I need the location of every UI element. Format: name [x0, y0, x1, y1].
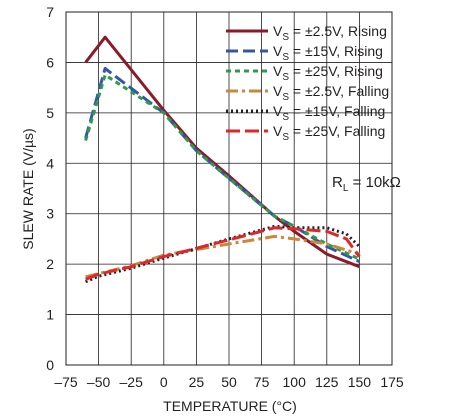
- series-line: [85, 224, 361, 284]
- legend-label: VS = ±15V, Falling: [273, 103, 385, 123]
- x-tick-label: –50: [87, 374, 111, 390]
- y-tick-label: 7: [46, 4, 54, 20]
- x-tick-label: 25: [189, 374, 205, 390]
- x-axis-title: TEMPERATURE (°C): [163, 398, 297, 414]
- series-lines: [84, 35, 361, 284]
- legend-label: VS = ±25V, Rising: [273, 63, 383, 83]
- legend-label: VS = ±2.5V, Falling: [273, 83, 389, 103]
- load-resistance-annotation: RL = 10kΩ: [332, 174, 401, 194]
- y-tick-label: 5: [46, 105, 54, 121]
- x-tick-label: 75: [254, 374, 270, 390]
- y-tick-label: 4: [46, 155, 54, 171]
- x-tick-label: 50: [221, 374, 237, 390]
- x-tick-label: –75: [54, 374, 78, 390]
- series-line: [84, 73, 361, 261]
- plot-border: [65, 11, 393, 366]
- y-axis-title: SLEW RATE (V/µs): [20, 128, 36, 249]
- y-tick-label: 6: [46, 54, 54, 70]
- series-line: [84, 35, 360, 269]
- x-tick-label: –25: [120, 374, 144, 390]
- annotation-suffix: = 10kΩ: [348, 174, 401, 191]
- gridlines: [66, 12, 392, 365]
- y-tick-label: 0: [46, 357, 54, 373]
- x-tick-label: 100: [283, 374, 307, 390]
- x-tick-label: 150: [348, 374, 372, 390]
- y-tick-label: 3: [46, 206, 54, 222]
- y-tick-label: 1: [46, 307, 54, 323]
- legend-label: VS = ±25V, Falling: [273, 123, 385, 143]
- legend-label: VS = ±2.5V, Rising: [273, 23, 387, 43]
- annotation-subscript: L: [343, 183, 349, 194]
- series-line: [85, 226, 361, 281]
- annotation-prefix: R: [332, 174, 343, 191]
- x-tick-label: 175: [380, 374, 404, 390]
- series-line: [85, 234, 360, 279]
- x-tick-label: 125: [315, 374, 339, 390]
- y-tick-label: 2: [46, 256, 54, 272]
- x-tick-labels: –75 –50 –25 0 25 50 75 100 125 150 175: [54, 374, 404, 390]
- y-tick-labels: 0 1 2 3 4 5 6 7: [46, 4, 54, 373]
- legend-label: VS = ±15V, Rising: [273, 43, 383, 63]
- x-tick-label: 0: [160, 374, 168, 390]
